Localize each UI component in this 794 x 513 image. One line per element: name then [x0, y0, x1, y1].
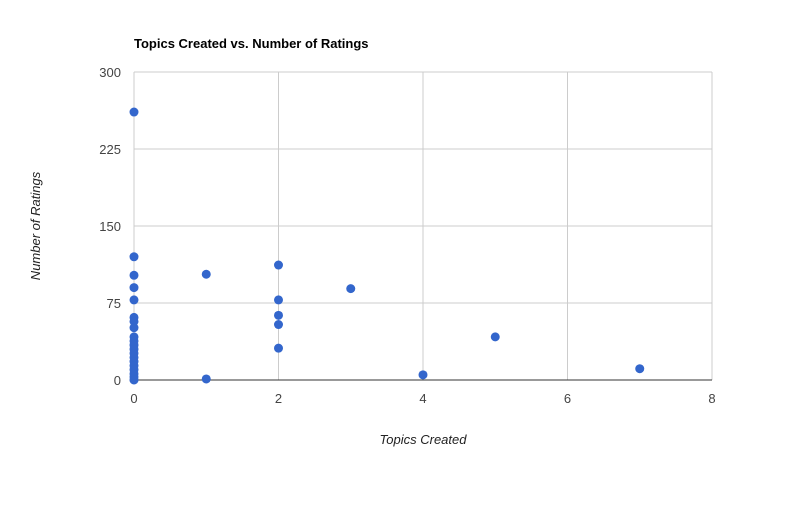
data-point	[129, 375, 139, 385]
y-tick-label: 225	[99, 142, 121, 157]
data-point	[129, 107, 139, 117]
tick-labels: 0 2 4 6 8 0 75 150 225 300	[99, 65, 715, 406]
data-points	[129, 107, 645, 385]
data-point	[418, 370, 428, 380]
data-point	[274, 320, 283, 330]
data-point	[129, 295, 139, 305]
data-point	[274, 310, 283, 320]
data-point	[129, 316, 139, 326]
x-tick-label: 0	[130, 391, 137, 406]
data-point	[129, 323, 139, 333]
x-axis-title: Topics Created	[380, 432, 468, 447]
data-point	[129, 252, 139, 262]
x-tick-label: 4	[419, 391, 426, 406]
data-point	[274, 260, 283, 270]
data-point	[274, 343, 283, 353]
data-point	[201, 269, 211, 279]
y-tick-label: 0	[114, 373, 121, 388]
y-tick-label: 75	[107, 296, 121, 311]
gridlines	[134, 71, 713, 380]
y-tick-label: 300	[99, 65, 121, 80]
y-tick-label: 150	[99, 219, 121, 234]
data-point	[635, 364, 645, 374]
data-point	[201, 374, 211, 384]
x-tick-label: 6	[564, 391, 571, 406]
data-point	[346, 284, 356, 294]
data-point	[490, 332, 500, 342]
data-point	[274, 295, 283, 305]
y-axis-title: Number of Ratings	[28, 171, 43, 280]
chart-title: Topics Created vs. Number of Ratings	[134, 36, 369, 51]
data-point	[129, 283, 139, 293]
data-point	[129, 270, 139, 280]
x-tick-label: 8	[708, 391, 715, 406]
x-tick-label: 2	[275, 391, 282, 406]
